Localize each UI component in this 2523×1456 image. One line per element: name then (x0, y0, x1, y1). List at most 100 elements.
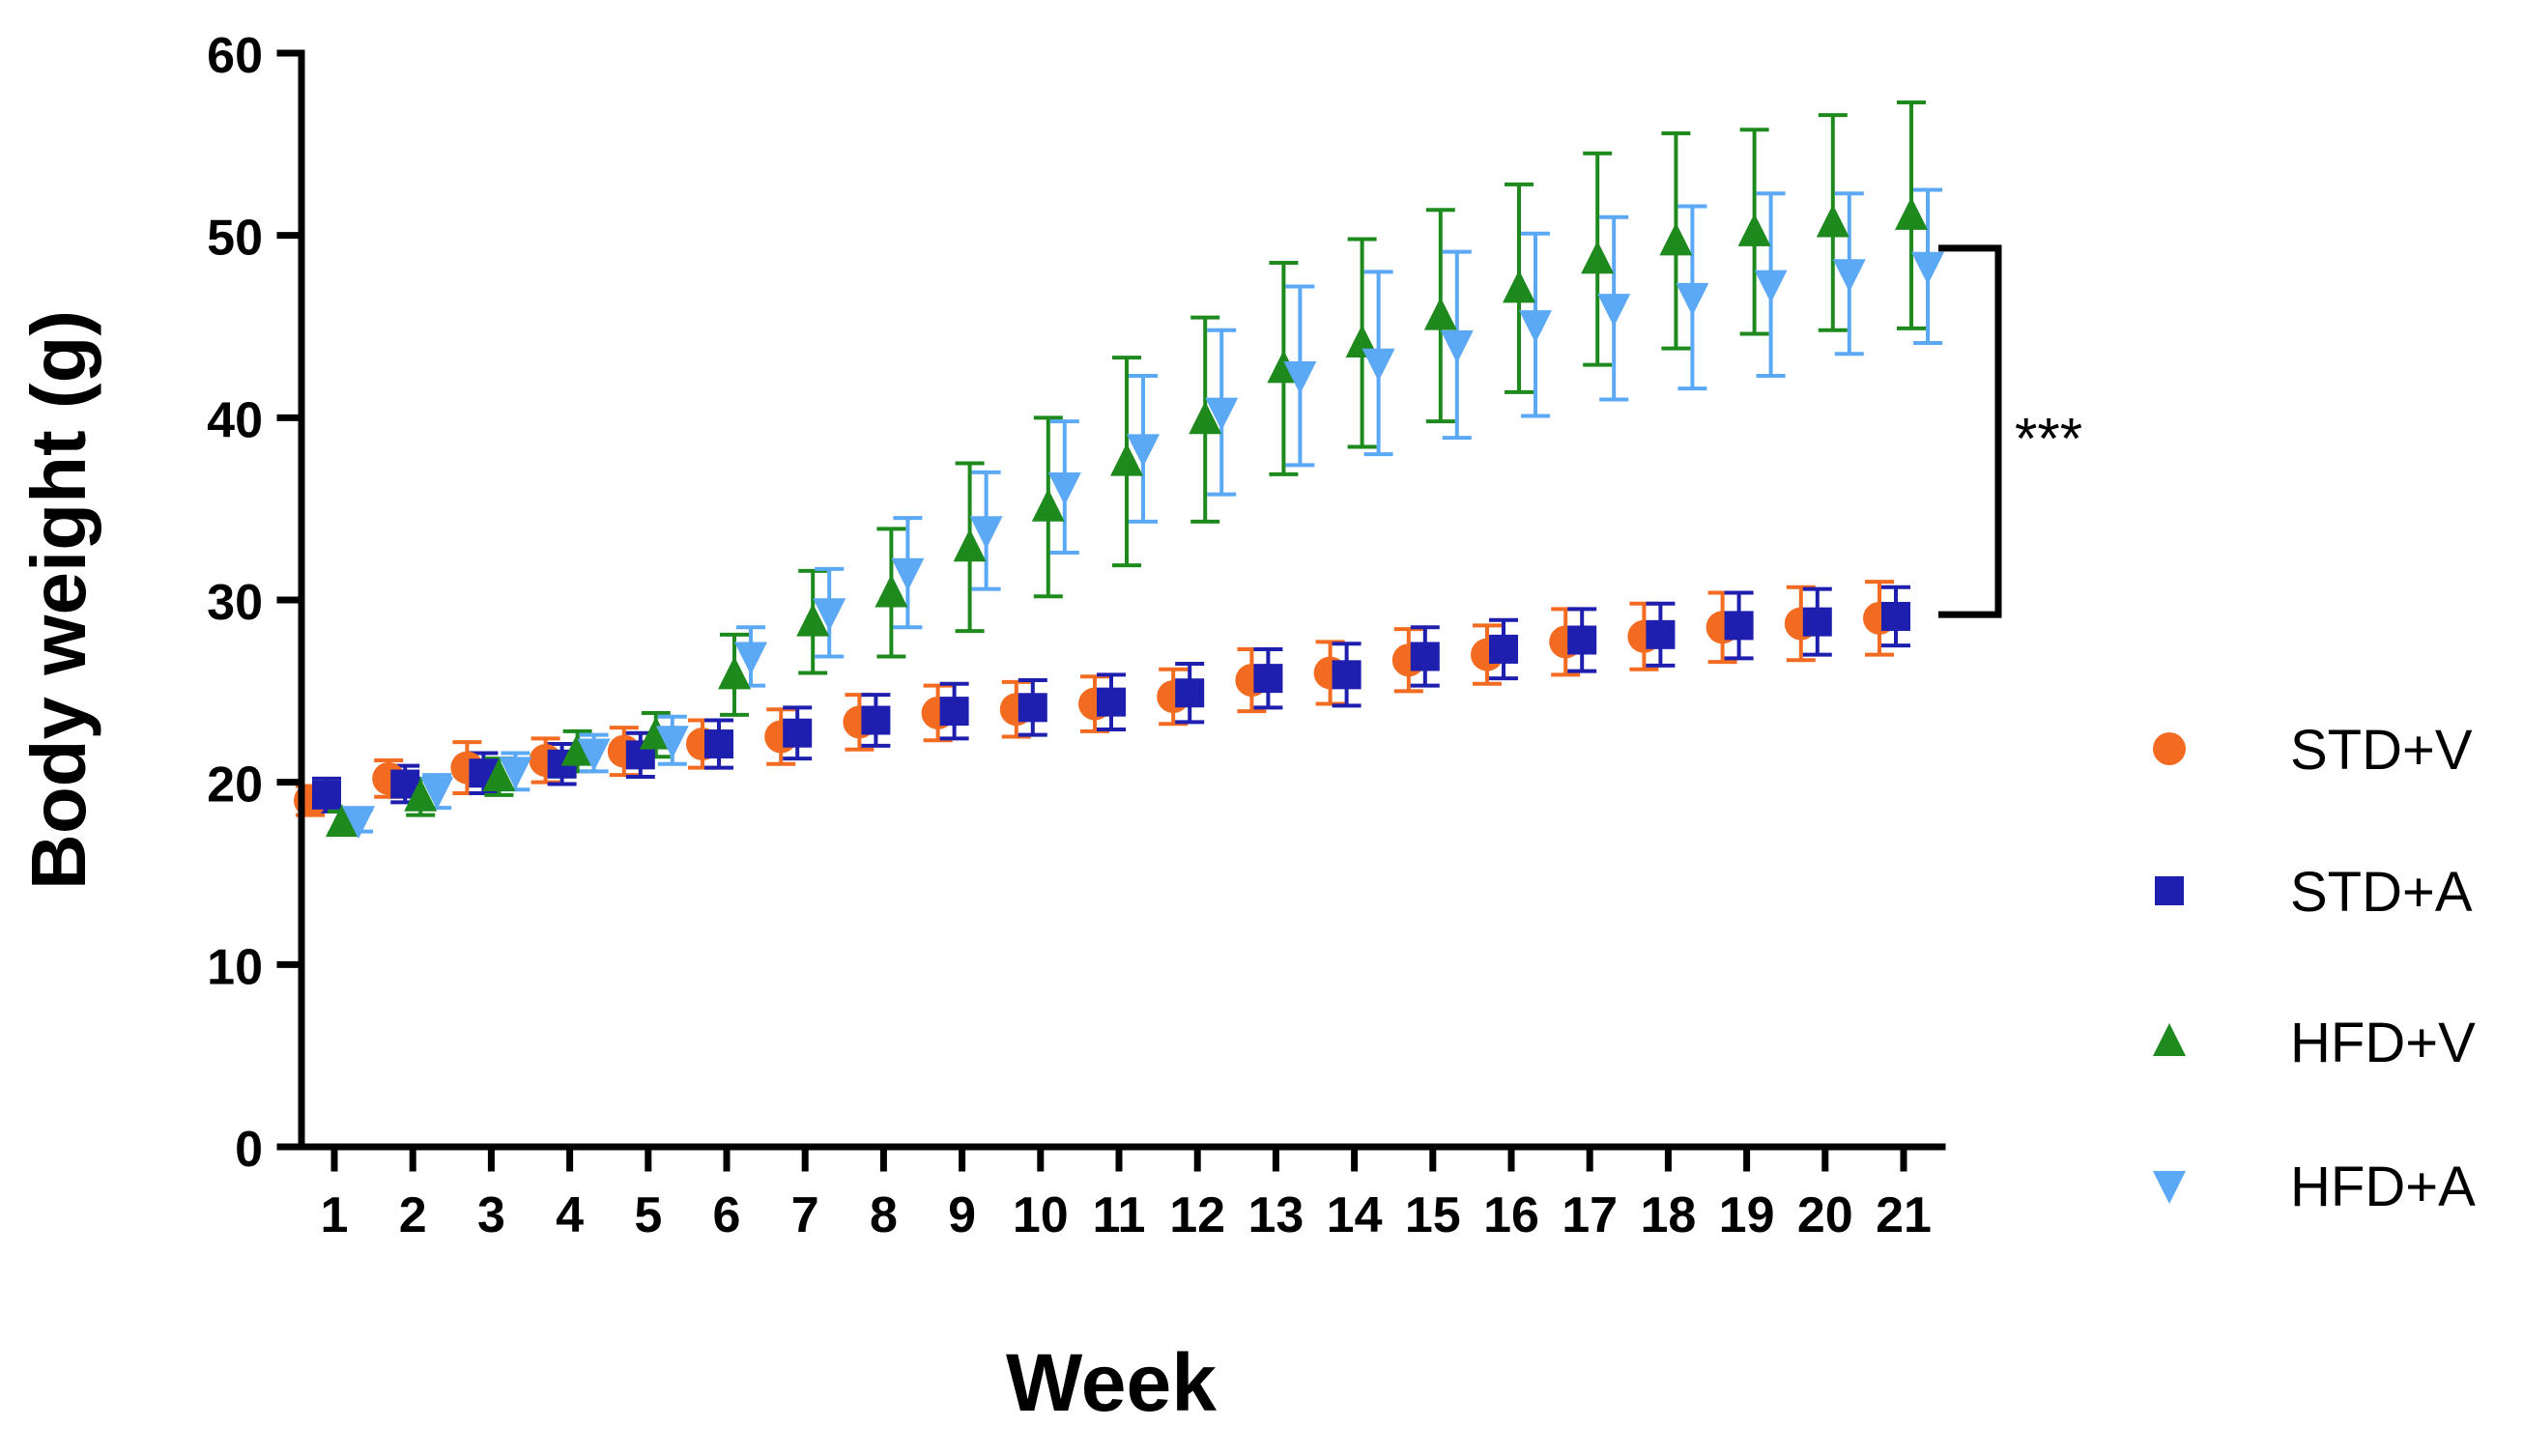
point-hfd-v-week-2 (404, 778, 438, 812)
legend: STD+V STD+A HFD+V HFD+A (2153, 719, 2476, 1218)
point-hfd-a-week-17 (1597, 294, 1631, 328)
x-tick-label-3: 3 (477, 1187, 505, 1243)
point-hfd-v-week-19 (1737, 213, 1771, 246)
point-hfd-a-week-3 (499, 757, 532, 790)
significance-annotation: *** (1938, 244, 2082, 618)
point-hfd-a-week-19 (1754, 270, 1788, 303)
legend-marker-hfd-a (2153, 1171, 2186, 1204)
y-tick-label-20: 20 (207, 757, 263, 814)
legend-label-hfd-a: HFD+A (2290, 1156, 2476, 1218)
x-tick-label-15: 15 (1405, 1187, 1461, 1243)
point-hfd-a-week-4 (577, 738, 611, 772)
point-hfd-a-week-20 (1832, 259, 1866, 293)
x-tick-label-2: 2 (399, 1187, 427, 1243)
point-std-a-week-14 (1332, 660, 1362, 690)
x-axis-title: Week (1006, 1337, 1217, 1428)
point-std-a-week-7 (783, 718, 813, 748)
significance-bracket (1938, 244, 2002, 618)
point-hfd-v-week-4 (560, 732, 594, 766)
point-hfd-a-week-15 (1440, 329, 1474, 363)
x-tick-label-13: 13 (1247, 1187, 1304, 1243)
legend-label-hfd-v: HFD+V (2290, 1012, 2476, 1074)
point-hfd-a-week-9 (969, 516, 1003, 550)
point-hfd-v-week-20 (1816, 204, 1849, 238)
point-std-a-week-18 (1646, 619, 1676, 649)
y-tick-label-10: 10 (207, 939, 263, 995)
x-tick-label-4: 4 (556, 1187, 584, 1243)
point-hfd-a-week-1 (342, 806, 375, 840)
point-hfd-v-week-21 (1895, 196, 1928, 230)
y-tick-label-60: 60 (207, 28, 263, 84)
point-std-a-week-10 (1018, 693, 1047, 723)
point-std-a-week-21 (1881, 601, 1910, 631)
legend-label-std-v: STD+V (2290, 719, 2473, 782)
y-tick-label-50: 50 (207, 211, 263, 267)
point-hfd-v-week-18 (1659, 222, 1693, 256)
legend-marker-std-v (2153, 732, 2186, 765)
point-std-a-week-15 (1410, 642, 1440, 671)
data-markers (294, 196, 1944, 840)
x-tick-label-5: 5 (634, 1187, 662, 1243)
point-hfd-a-week-7 (813, 598, 846, 632)
point-hfd-a-week-16 (1519, 310, 1552, 344)
x-tick-label-19: 19 (1719, 1187, 1775, 1243)
x-tick-label-9: 9 (948, 1187, 976, 1243)
point-hfd-a-week-14 (1362, 348, 1395, 382)
legend-item-std-a: STD+A (2155, 861, 2473, 924)
y-tick-label-40: 40 (207, 392, 263, 448)
x-tick-label-17: 17 (1562, 1187, 1618, 1243)
legend-item-std-v: STD+V (2153, 719, 2473, 782)
point-std-a-week-8 (861, 705, 891, 735)
point-std-a-week-16 (1489, 634, 1518, 664)
point-hfd-v-week-12 (1189, 401, 1222, 435)
point-std-a-week-19 (1724, 611, 1754, 641)
point-hfd-v-week-6 (718, 656, 751, 690)
point-std-a-week-12 (1175, 678, 1205, 708)
x-tick-label-18: 18 (1640, 1187, 1696, 1243)
point-hfd-a-week-11 (1127, 434, 1160, 468)
point-hfd-a-week-10 (1047, 472, 1081, 506)
point-hfd-v-week-10 (1031, 488, 1065, 522)
x-tick-label-16: 16 (1483, 1187, 1539, 1243)
point-std-a-week-11 (1097, 687, 1126, 717)
point-std-a-week-13 (1253, 664, 1283, 694)
point-hfd-v-week-15 (1423, 297, 1457, 330)
x-tick-label-14: 14 (1327, 1187, 1383, 1243)
point-hfd-v-week-11 (1110, 443, 1143, 476)
x-tick-label-1: 1 (321, 1187, 349, 1243)
point-hfd-a-week-13 (1283, 360, 1317, 394)
point-std-a-week-20 (1802, 607, 1832, 637)
point-hfd-v-week-7 (796, 603, 830, 637)
significance-label: *** (2015, 406, 2082, 471)
point-hfd-v-week-9 (953, 528, 987, 562)
point-hfd-a-week-2 (420, 777, 454, 811)
point-hfd-a-week-18 (1676, 282, 1709, 316)
y-tick-label-0: 0 (235, 1122, 263, 1178)
x-tick-label-21: 21 (1876, 1187, 1932, 1243)
legend-label-std-a: STD+A (2290, 861, 2473, 924)
point-hfd-v-week-3 (482, 758, 516, 792)
x-tick-label-12: 12 (1169, 1187, 1225, 1243)
point-hfd-a-week-12 (1205, 397, 1239, 431)
point-std-a-week-9 (939, 697, 969, 727)
legend-marker-hfd-v (2153, 1023, 2186, 1056)
point-hfd-a-week-8 (891, 557, 925, 591)
point-hfd-v-week-1 (326, 804, 358, 838)
y-axis-title: Body weight (g) (15, 310, 101, 890)
point-std-a-week-1 (312, 780, 341, 810)
y-tick-label-30: 30 (207, 575, 263, 631)
point-hfd-v-week-8 (874, 574, 908, 608)
point-std-a-week-6 (704, 729, 733, 759)
point-hfd-a-week-6 (734, 642, 767, 675)
legend-item-hfd-a: HFD+A (2153, 1156, 2476, 1218)
legend-item-hfd-v: HFD+V (2153, 1012, 2476, 1074)
x-tick-label-10: 10 (1013, 1187, 1069, 1243)
point-hfd-a-week-21 (1911, 251, 1944, 285)
x-tick-label-8: 8 (870, 1187, 898, 1243)
x-tick-label-7: 7 (791, 1187, 819, 1243)
point-hfd-a-week-5 (655, 726, 689, 759)
x-tick-label-6: 6 (713, 1187, 741, 1243)
point-hfd-v-week-16 (1503, 270, 1535, 303)
